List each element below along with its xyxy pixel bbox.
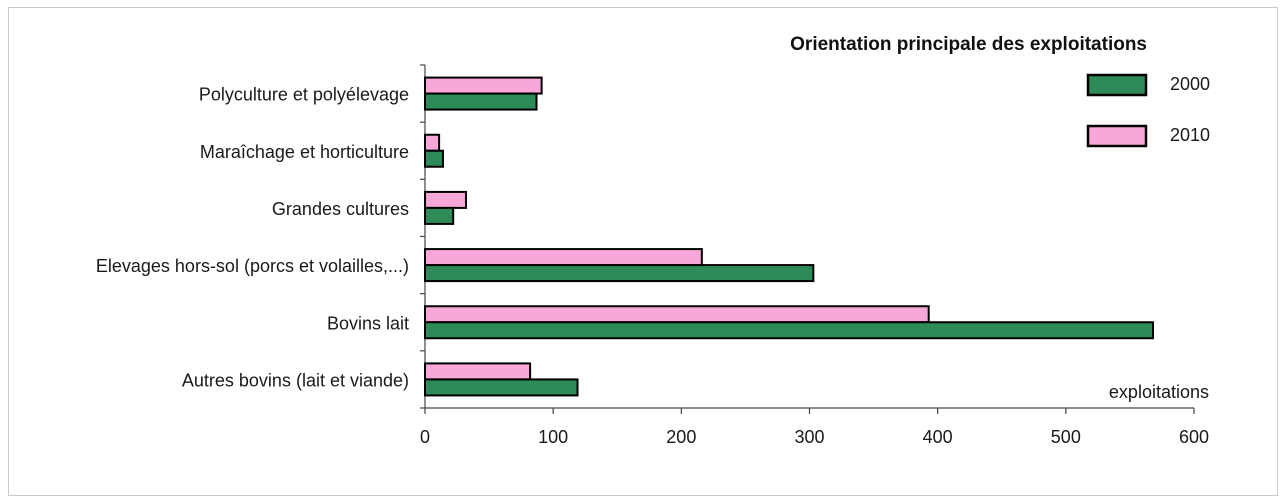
legend-swatch-2000 <box>1086 73 1148 97</box>
bar-2000 <box>424 378 579 397</box>
bar-2010 <box>424 190 468 209</box>
plot-area: 0 100 200 300 400 500 600 Polyculture et polyél… <box>96 64 1209 447</box>
legend: 2000 2010 <box>1086 73 1210 148</box>
bar-2000 <box>424 92 538 111</box>
category-label: Autres bovins (lait et viande) <box>182 370 409 390</box>
bar-2010 <box>424 305 930 324</box>
legend-swatch-2010 <box>1086 124 1148 148</box>
bar-2010 <box>424 133 441 152</box>
bar-2010 <box>424 248 703 267</box>
bar-2000 <box>424 264 815 283</box>
x-tick-label: 200 <box>666 427 696 447</box>
legend-label-2000: 2000 <box>1170 74 1210 94</box>
chart-title: Orientation principale des exploitations <box>790 34 1147 55</box>
category-label: Elevages hors-sol (porcs et volailles,..… <box>96 256 409 276</box>
bar-2000 <box>424 206 455 225</box>
x-tick-label: 0 <box>420 427 430 447</box>
bar-2000 <box>424 149 444 168</box>
x-tick-label: 600 <box>1179 427 1209 447</box>
x-tick-label: 400 <box>923 427 953 447</box>
category-label: Polyculture et polyélevage <box>199 85 409 105</box>
x-tick-label: 300 <box>794 427 824 447</box>
category-label: Bovins lait <box>327 313 409 333</box>
category-label: Grandes cultures <box>272 199 409 219</box>
bar-2010 <box>424 362 532 381</box>
chart-frame <box>8 7 1278 496</box>
category-label: Maraîchage et horticulture <box>200 142 409 162</box>
x-axis-unit-label: exploitations <box>1109 382 1209 402</box>
bar-2010 <box>424 76 543 95</box>
x-tick-label: 500 <box>1051 427 1081 447</box>
x-tick-label: 100 <box>538 427 568 447</box>
bar-2000 <box>424 321 1154 340</box>
legend-label-2010: 2010 <box>1170 125 1210 145</box>
